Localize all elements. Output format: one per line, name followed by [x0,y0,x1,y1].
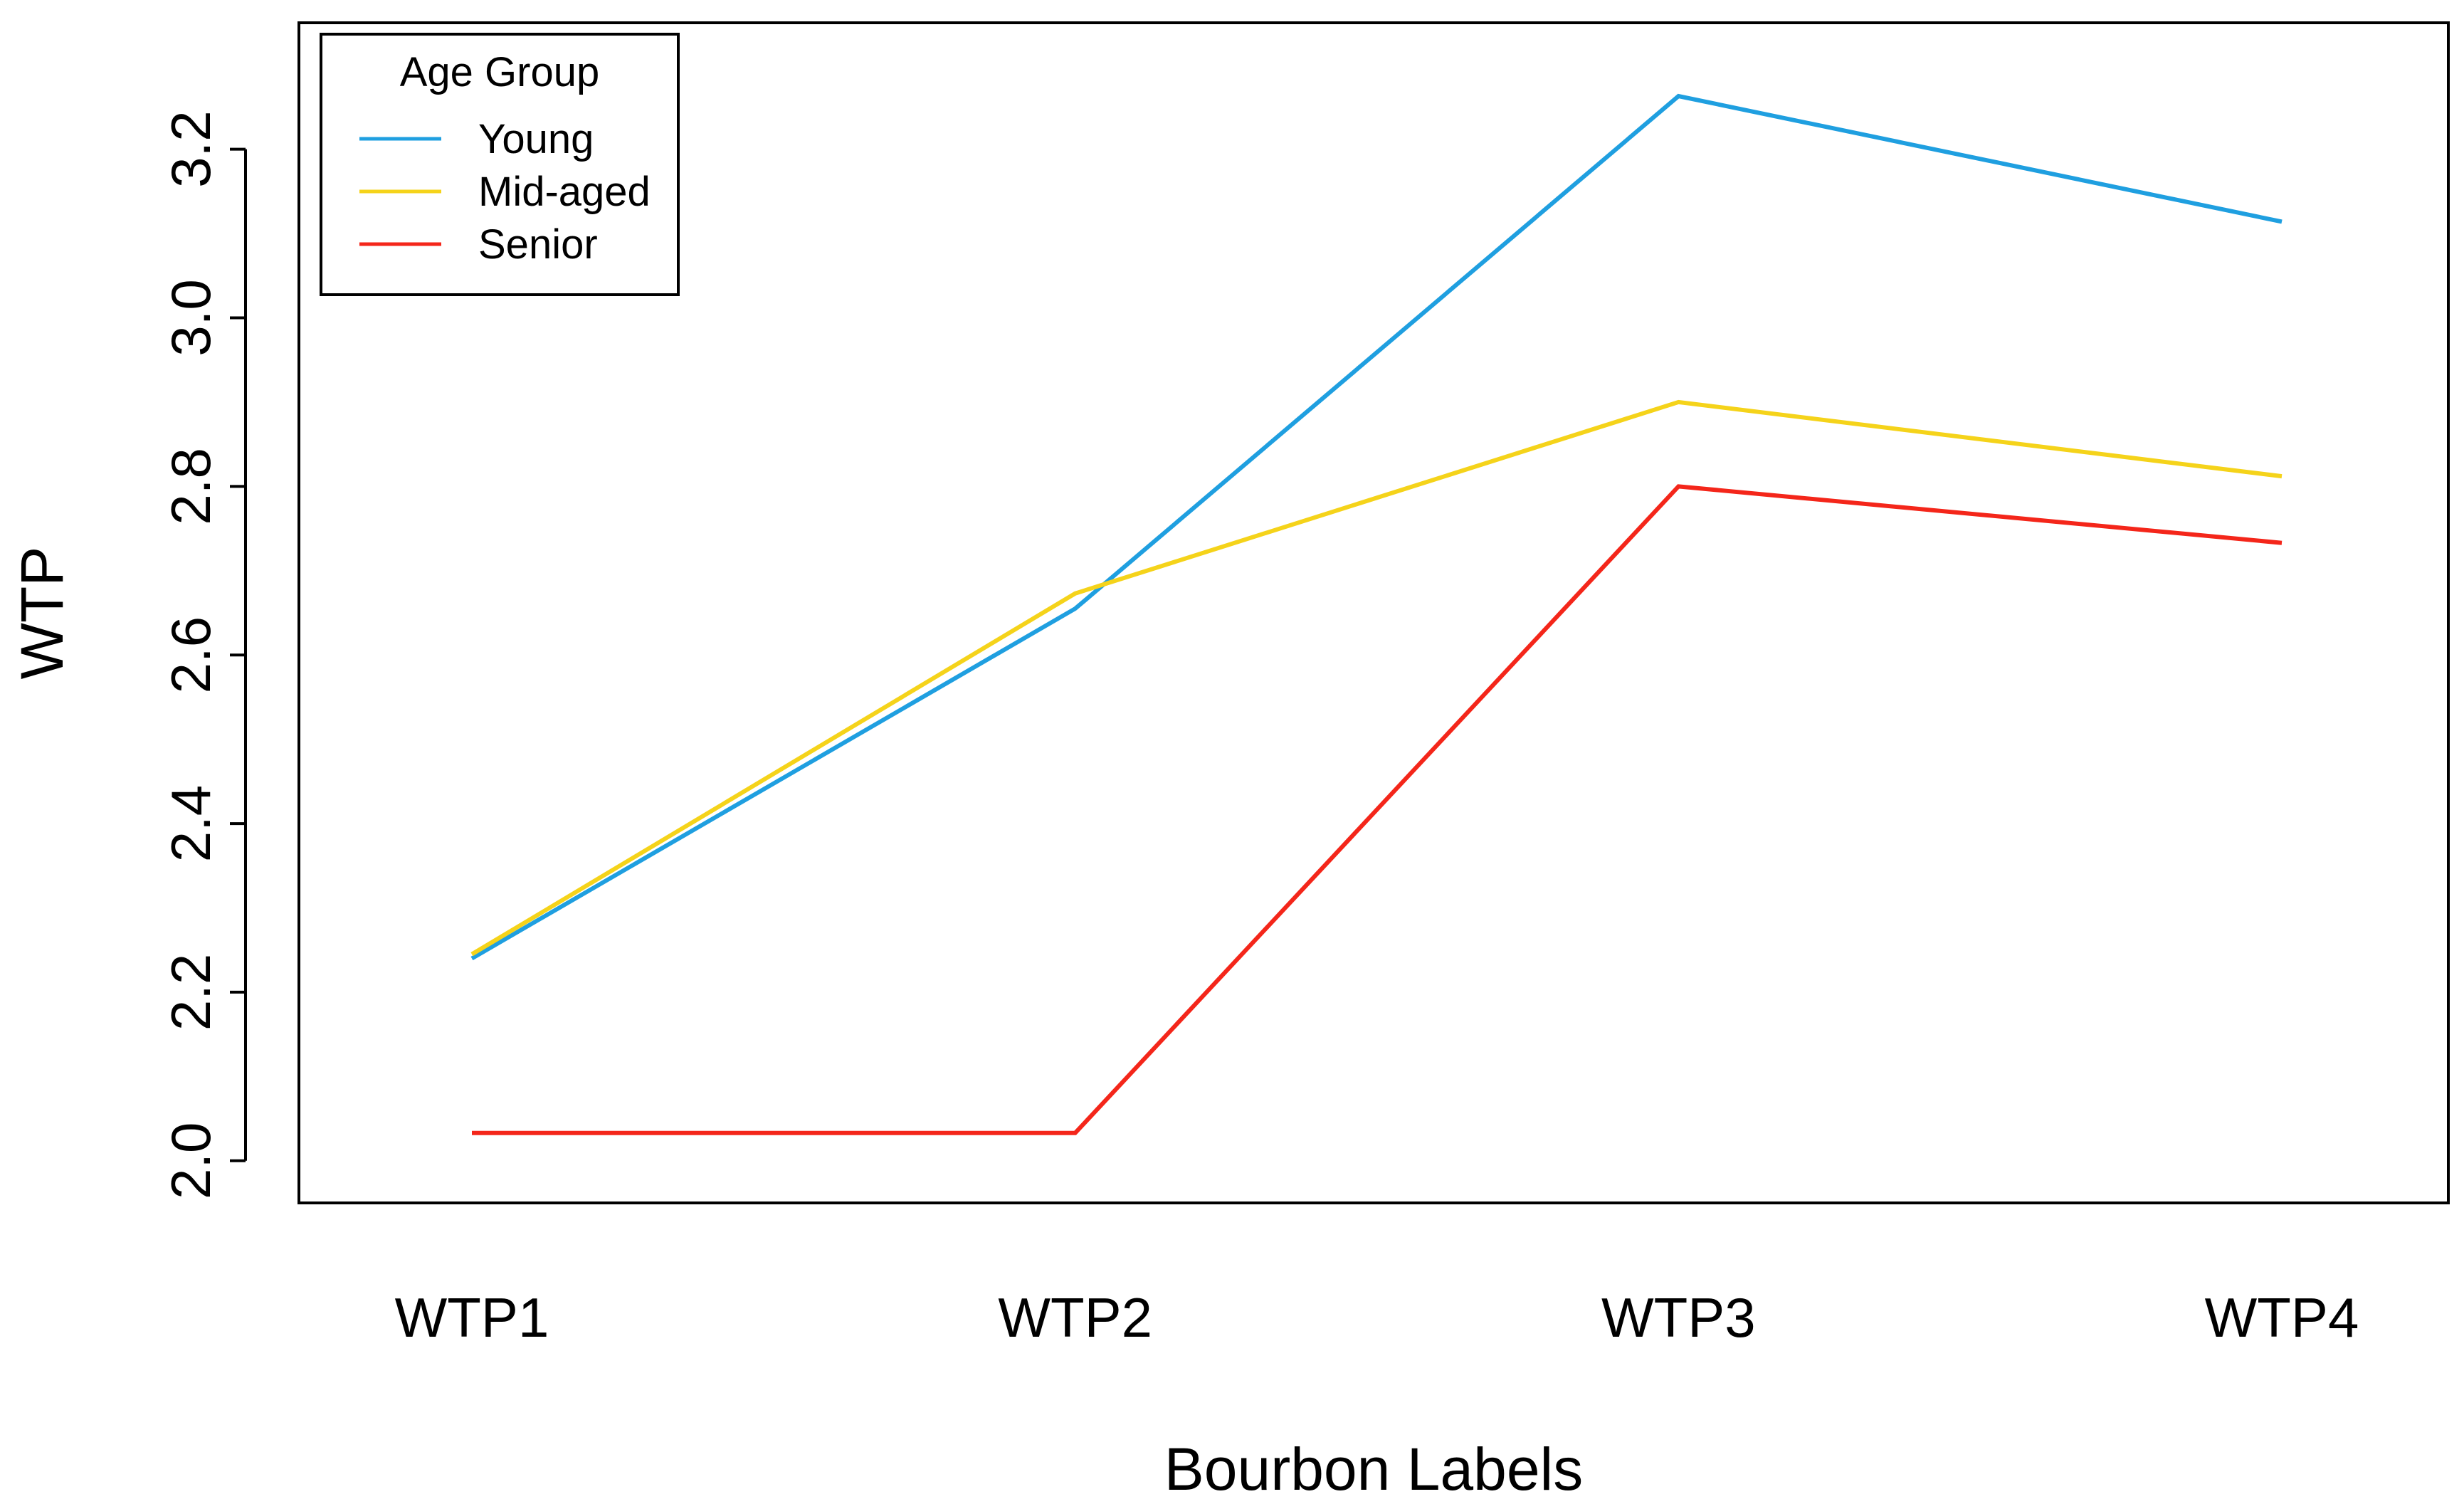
series-line-mid-aged [470,399,2283,957]
series-line-young [470,93,2283,961]
legend: Age Group Young Mid-aged Senior [320,33,680,296]
y-tick-label: 3.2 [159,110,222,187]
legend-label: Young [478,116,594,162]
legend-entries: Young Mid-aged Senior [359,116,651,268]
y-axis: 2.0 2.2 2.4 2.6 2.8 3.0 3.2 [159,110,247,1199]
y-tick-label: 2.8 [159,448,222,525]
x-axis: WTP1 WTP2 WTP3 WTP4 [395,1286,2359,1349]
x-tick-label: WTP3 [1601,1286,1756,1349]
x-tick-label: WTP1 [395,1286,549,1349]
plot-frame [298,21,2450,1204]
x-axis-title: Bourbon Labels [1164,1436,1583,1503]
y-tick-label: 2.6 [159,616,222,693]
legend-title: Age Group [400,49,600,95]
legend-label: Senior [478,221,598,268]
legend-box [320,33,680,296]
series-layer [470,93,2283,1135]
y-tick-label: 2.4 [159,785,222,862]
x-tick-label: WTP2 [998,1286,1152,1349]
y-axis-title: WTP [9,547,75,680]
y-tick-label: 3.0 [159,279,222,356]
legend-label: Mid-aged [478,169,651,215]
y-tick-label: 2.0 [159,1122,222,1199]
x-tick-label: WTP4 [2205,1286,2359,1349]
y-tick-label: 2.2 [159,954,222,1031]
series-line-senior [472,484,2283,1135]
